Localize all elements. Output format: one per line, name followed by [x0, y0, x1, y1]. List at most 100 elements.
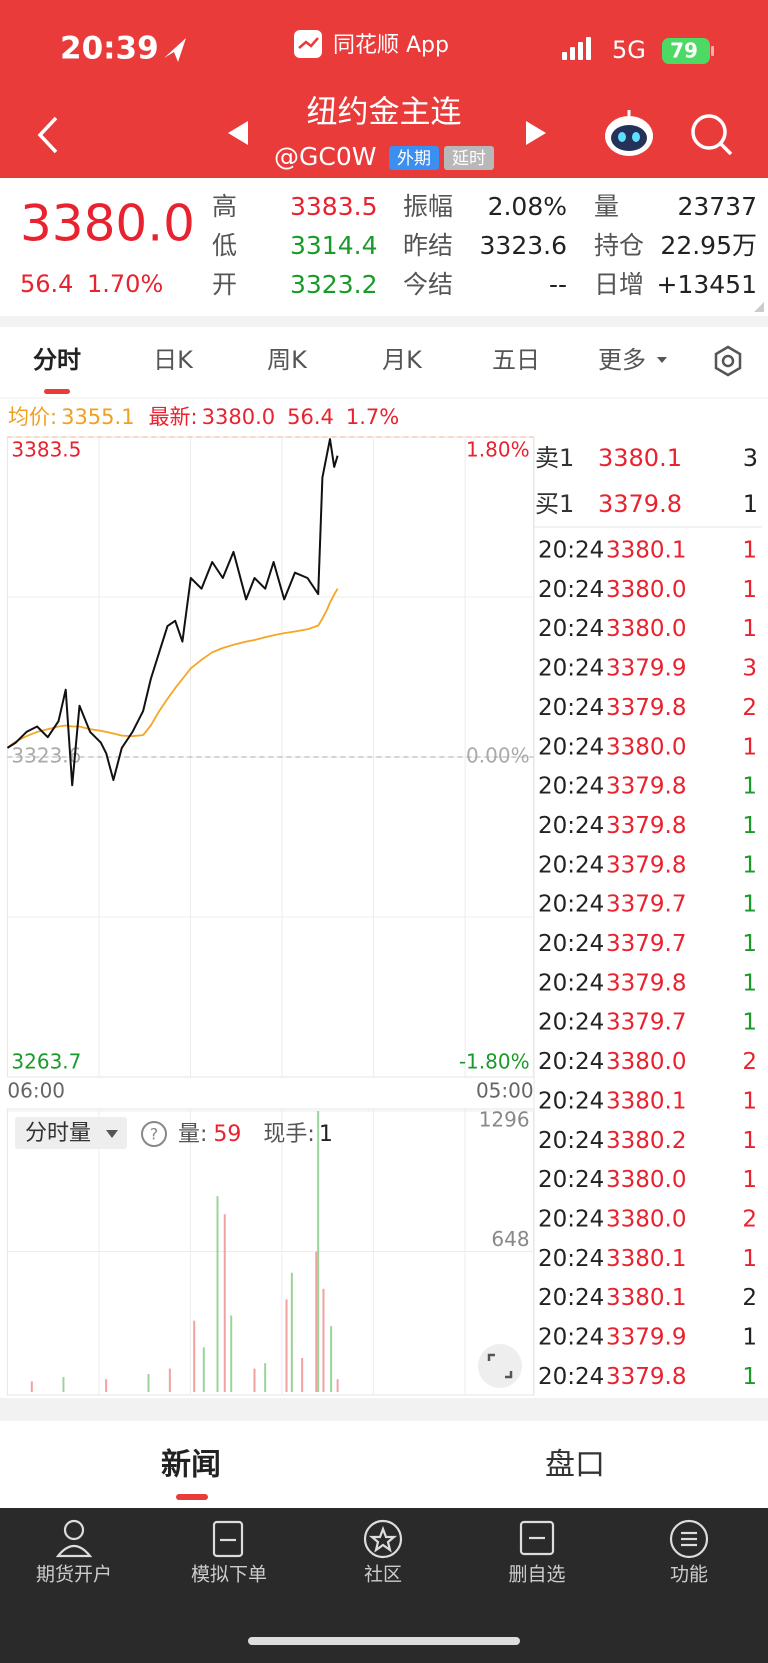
trade-time: 20:24 — [538, 813, 604, 839]
trade-time: 20:24 — [538, 1246, 604, 1272]
news-tab[interactable]: 新闻 — [161, 1448, 221, 1483]
trade-qty: 1 — [742, 1246, 757, 1272]
trade-price: 3379.7 — [606, 931, 686, 957]
legend-value: 56.4 — [287, 405, 334, 429]
trade-price: 3379.9 — [606, 656, 686, 682]
trade-price: 3380.1 — [606, 1246, 686, 1272]
robot-button[interactable] — [605, 110, 653, 156]
nav-item[interactable]: 模拟下单 — [191, 1564, 267, 1586]
trade-time: 20:24 — [538, 695, 604, 721]
orderbook-tab[interactable]: 盘口 — [545, 1448, 605, 1483]
signal-icon — [562, 37, 591, 60]
volume-chart: 648 1296 — [6, 1108, 535, 1396]
legend-value: 3355.1 — [61, 405, 134, 429]
volume-selector[interactable] — [15, 1117, 127, 1149]
legend-value: 1.7% — [346, 405, 399, 429]
chart-tab[interactable]: 五日 — [492, 346, 540, 374]
quote-label: 开 — [212, 270, 237, 299]
trade-time: 20:24 — [538, 1206, 604, 1232]
trade-time: 20:24 — [538, 1167, 604, 1193]
search-button[interactable] — [691, 114, 733, 156]
volume-bar — [330, 1326, 333, 1392]
more-caret — [657, 357, 667, 363]
nav-item[interactable]: 社区 — [364, 1564, 402, 1586]
trade-price: 3379.7 — [606, 892, 686, 918]
legend-label: 最新: — [149, 405, 198, 429]
nav-item[interactable]: 期货开户 — [36, 1564, 112, 1586]
trade-qty: 2 — [742, 1206, 757, 1232]
trade-qty: 2 — [742, 695, 757, 721]
trade-price: 3379.9 — [606, 1325, 686, 1351]
chart-tab[interactable]: 周K — [267, 346, 308, 374]
book-side: 买1 — [535, 490, 574, 518]
section-gap — [0, 316, 768, 327]
trade-time: 20:24 — [538, 1325, 604, 1351]
quote-value: 3323.6 — [480, 231, 567, 260]
quote-value: +13451 — [657, 270, 757, 299]
chart-tab[interactable]: 分时 — [33, 346, 81, 374]
trade-qty: 1 — [742, 538, 757, 564]
y-tick-label: 3383.5 — [11, 438, 81, 462]
volume-readout: 量: 59 现手: 1 — [178, 1122, 333, 1147]
nav-item[interactable]: 删自选 — [508, 1564, 565, 1586]
trade-price: 3380.0 — [606, 1049, 686, 1075]
chart-tab[interactable]: 更多 — [598, 346, 646, 374]
volume-bar — [30, 1381, 33, 1392]
next-button[interactable] — [526, 121, 546, 145]
trade-price: 3379.8 — [606, 970, 686, 996]
settings-dot — [721, 354, 735, 368]
trade-price: 3380.0 — [606, 577, 686, 603]
trade-time: 20:24 — [538, 616, 604, 642]
nav-icons — [55, 1519, 709, 1559]
trade-time: 20:24 — [538, 892, 604, 918]
chart-legend: 均价: 3355.1 最新: 3380.0 56.4 1.7% — [8, 405, 399, 429]
symbol-code: @GC0W — [274, 142, 376, 171]
volume-bar — [147, 1374, 150, 1392]
trade-price: 3380.1 — [606, 1285, 686, 1311]
chart-tab[interactable]: 日K — [153, 346, 194, 374]
chart-tab[interactable]: 月K — [382, 346, 423, 374]
trade-price: 3380.0 — [606, 1206, 686, 1232]
settings-button[interactable] — [714, 345, 742, 377]
quote-value: 3383.5 — [290, 192, 377, 221]
volume-bar — [301, 1357, 304, 1392]
trade-price: 3380.0 — [606, 1167, 686, 1193]
book-qty: 3 — [743, 444, 758, 472]
badge: 外期 — [397, 149, 431, 169]
volume-bar — [315, 1251, 318, 1392]
book-qty: 1 — [743, 490, 758, 518]
trade-price: 3379.7 — [606, 1010, 686, 1036]
trade-time: 20:24 — [538, 1049, 604, 1075]
trade-price: 3379.8 — [606, 1364, 686, 1390]
trade-qty: 1 — [742, 774, 757, 800]
trade-time: 20:24 — [538, 774, 604, 800]
trade-qty: 1 — [742, 931, 757, 957]
help-button[interactable] — [141, 1121, 167, 1147]
quote-label: 日增 — [594, 270, 644, 299]
volume-bar — [336, 1379, 339, 1392]
back-button[interactable] — [37, 116, 58, 154]
selector-caret — [106, 1130, 118, 1138]
trade-qty: 3 — [742, 656, 757, 682]
legend-label: 均价: — [8, 405, 57, 429]
y-tick-label: 648 — [491, 1227, 529, 1251]
trade-qty: 2 — [742, 1285, 757, 1311]
volume-bar — [230, 1315, 233, 1392]
volume-bar — [62, 1377, 65, 1392]
page-title: 纽约金主连 — [307, 95, 462, 131]
volume-bar — [264, 1363, 267, 1392]
quote-value: 2.08% — [488, 192, 567, 221]
trade-price: 3379.8 — [606, 774, 686, 800]
trade-qty: 1 — [742, 1010, 757, 1036]
trade-qty: 1 — [742, 813, 757, 839]
trade-time: 20:24 — [538, 1128, 604, 1154]
quote-value: 22.95万 — [660, 231, 757, 260]
quote-label: 量 — [594, 192, 619, 221]
quote-label: 持仓 — [594, 231, 644, 260]
prev-button[interactable] — [228, 121, 248, 145]
fullscreen-button[interactable] — [478, 1344, 522, 1388]
app-icon-mark — [298, 37, 319, 49]
help-mark: ? — [150, 1125, 159, 1144]
nav-item[interactable]: 功能 — [670, 1564, 708, 1586]
